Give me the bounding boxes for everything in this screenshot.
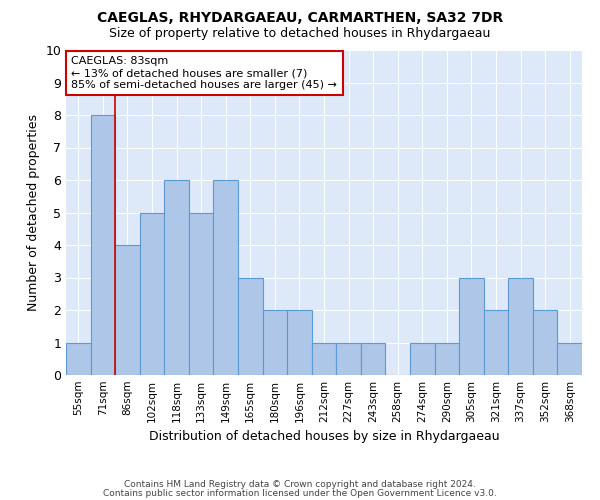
Y-axis label: Number of detached properties: Number of detached properties: [27, 114, 40, 311]
Bar: [238, 278, 263, 375]
Bar: [361, 342, 385, 375]
Bar: [557, 342, 582, 375]
Bar: [66, 342, 91, 375]
Text: Size of property relative to detached houses in Rhydargaeau: Size of property relative to detached ho…: [109, 28, 491, 40]
Bar: [287, 310, 312, 375]
Bar: [263, 310, 287, 375]
Bar: [508, 278, 533, 375]
Bar: [312, 342, 336, 375]
Text: Contains HM Land Registry data © Crown copyright and database right 2024.: Contains HM Land Registry data © Crown c…: [124, 480, 476, 489]
Bar: [459, 278, 484, 375]
Bar: [533, 310, 557, 375]
X-axis label: Distribution of detached houses by size in Rhydargaeau: Distribution of detached houses by size …: [149, 430, 499, 444]
Bar: [214, 180, 238, 375]
Text: Contains public sector information licensed under the Open Government Licence v3: Contains public sector information licen…: [103, 488, 497, 498]
Text: CAEGLAS: 83sqm
← 13% of detached houses are smaller (7)
85% of semi-detached hou: CAEGLAS: 83sqm ← 13% of detached houses …: [71, 56, 337, 90]
Bar: [189, 212, 214, 375]
Bar: [484, 310, 508, 375]
Bar: [91, 115, 115, 375]
Bar: [434, 342, 459, 375]
Bar: [140, 212, 164, 375]
Bar: [336, 342, 361, 375]
Text: CAEGLAS, RHYDARGAEAU, CARMARTHEN, SA32 7DR: CAEGLAS, RHYDARGAEAU, CARMARTHEN, SA32 7…: [97, 11, 503, 25]
Bar: [115, 245, 140, 375]
Bar: [410, 342, 434, 375]
Bar: [164, 180, 189, 375]
